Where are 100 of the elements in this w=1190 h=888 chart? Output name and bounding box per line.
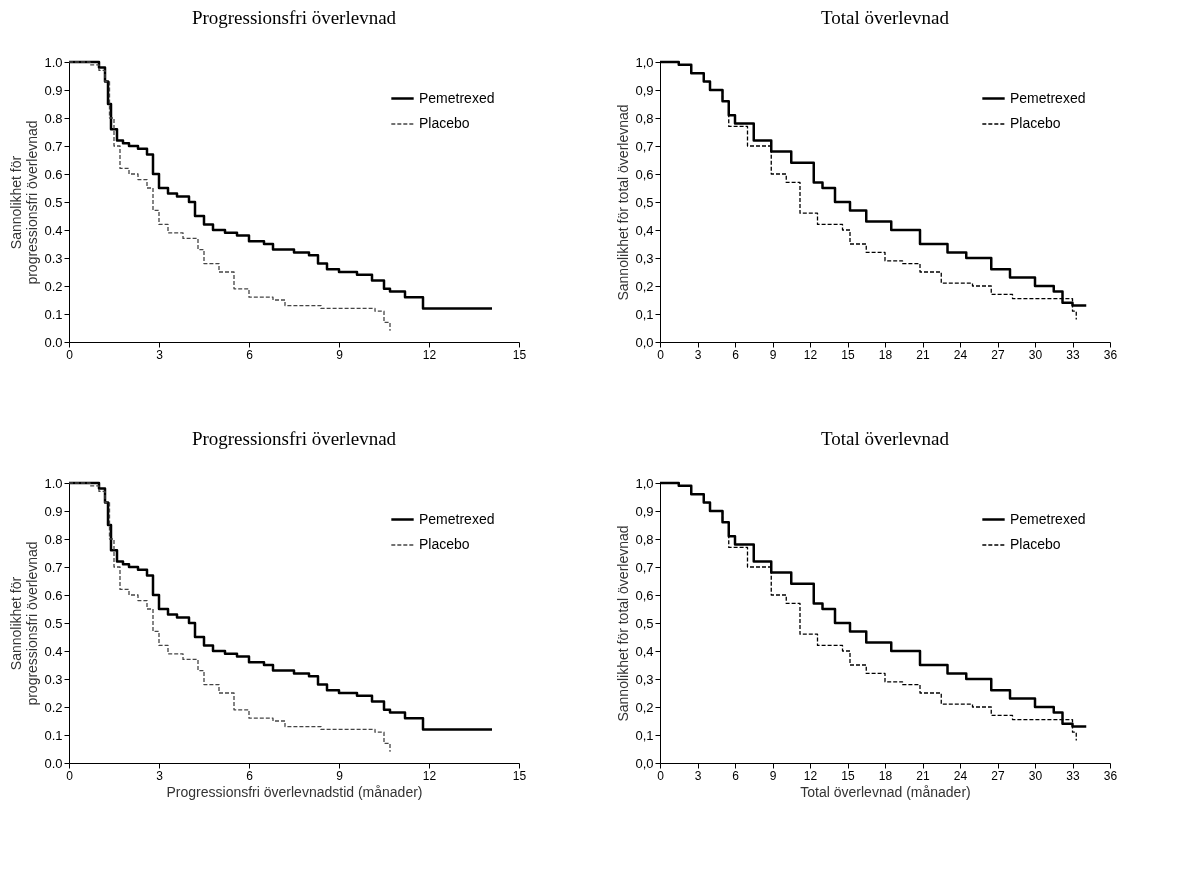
x-tick-label: 30: [1028, 768, 1043, 783]
y-tick-label: 0.0: [44, 755, 63, 771]
y-tick-label: 0,4: [635, 222, 654, 238]
y-tick-label: 0,6: [635, 166, 654, 182]
x-tick-label: 15: [841, 768, 855, 783]
x-tick-label: 18: [878, 347, 893, 362]
y-tick-label: 0.9: [44, 503, 63, 519]
y-tick-label: 0,3: [635, 250, 654, 266]
y-tick-label: 0,3: [635, 671, 654, 687]
y-tick-label: 0.6: [44, 587, 63, 603]
x-tick-label: 33: [1066, 768, 1080, 783]
y-tick-label: 0,0: [635, 755, 654, 771]
y-tick-label: 0.8: [44, 531, 63, 547]
x-tick-label: 27: [991, 768, 1005, 783]
x-tick-label: 15: [841, 347, 855, 362]
legend-label: Placebo: [419, 536, 470, 552]
x-tick-label: 3: [694, 768, 702, 783]
y-axis-title: Sannolikhet för progressionsfri överlevnad: [8, 541, 41, 706]
y-tick-label: 0.0: [44, 334, 63, 350]
y-axis-title: Sannolikhet för total överlevnad: [615, 104, 632, 301]
y-tick-label: 0.1: [44, 727, 63, 743]
y-tick-label: 0.9: [44, 82, 63, 98]
y-tick-label: 0.6: [44, 166, 63, 182]
y-tick-label: 0.4: [44, 643, 63, 659]
y-tick-label: 0,1: [635, 306, 654, 322]
y-tick-label: 1.0: [44, 54, 63, 70]
y-tick-label: 0,8: [635, 110, 654, 126]
chart-title: Progressionsfri överlevnad: [191, 7, 397, 28]
x-tick-label: 0: [657, 347, 665, 362]
y-tick-label: 0,8: [635, 531, 654, 547]
y-tick-label: 1,0: [635, 54, 654, 70]
legend-label: Placebo: [1010, 115, 1061, 131]
y-tick-label: 0.2: [44, 699, 63, 715]
x-tick-label: 15: [512, 768, 527, 783]
y-tick-label: 0.1: [44, 306, 63, 322]
y-tick-label: 0,7: [635, 559, 654, 575]
y-tick-label: 0,1: [635, 727, 654, 743]
x-axis-title: Total överlevnad (månader): [800, 783, 971, 800]
x-tick-label: 6: [246, 768, 254, 783]
chart-title: Total överlevnad: [821, 7, 950, 28]
x-tick-label: 6: [732, 347, 740, 362]
chart-title: Total överlevnad: [821, 428, 950, 449]
y-tick-label: 0.2: [44, 278, 63, 294]
x-tick-label: 18: [878, 768, 893, 783]
x-tick-label: 6: [732, 768, 740, 783]
chart-title: Progressionsfri överlevnad: [191, 428, 397, 449]
y-tick-label: 0.8: [44, 110, 63, 126]
x-tick-label: 12: [422, 347, 437, 362]
y-tick-label: 0.3: [44, 250, 63, 266]
y-tick-label: 0,9: [635, 503, 654, 519]
x-tick-label: 36: [1103, 768, 1118, 783]
y-tick-label: 1,0: [635, 475, 654, 491]
y-tick-label: 0,0: [635, 334, 654, 350]
x-tick-label: 0: [66, 347, 74, 362]
y-axis-title: Sannolikhet för progressionsfri överlevnad: [8, 120, 41, 285]
y-tick-label: 0,9: [635, 82, 654, 98]
y-tick-label: 0,5: [635, 615, 654, 631]
legend-label: Pemetrexed: [1010, 89, 1086, 106]
y-tick-label: 0.7: [44, 138, 63, 154]
x-tick-label: 12: [422, 768, 437, 783]
y-tick-label: 0,5: [635, 194, 654, 210]
x-tick-label: 9: [336, 347, 344, 362]
legend-label: Placebo: [419, 115, 470, 131]
x-tick-label: 3: [156, 768, 164, 783]
x-tick-label: 12: [803, 768, 818, 783]
x-tick-label: 21: [916, 347, 930, 362]
x-tick-label: 30: [1028, 347, 1043, 362]
x-tick-label: 6: [246, 347, 254, 362]
x-tick-label: 9: [336, 768, 344, 783]
legend-label: Pemetrexed: [419, 510, 495, 527]
x-tick-label: 9: [769, 347, 777, 362]
y-tick-label: 0.5: [44, 194, 63, 210]
y-tick-label: 1.0: [44, 475, 63, 491]
x-tick-label: 0: [66, 768, 74, 783]
x-tick-label: 3: [694, 347, 702, 362]
y-tick-label: 0.5: [44, 615, 63, 631]
x-tick-label: 27: [991, 347, 1005, 362]
x-tick-label: 9: [769, 768, 777, 783]
y-tick-label: 0.4: [44, 222, 63, 238]
legend-label: Pemetrexed: [1010, 510, 1086, 527]
y-tick-label: 0,6: [635, 587, 654, 603]
x-tick-label: 24: [953, 768, 968, 783]
x-tick-label: 21: [916, 768, 930, 783]
legend-label: Pemetrexed: [419, 89, 495, 106]
legend-label: Placebo: [1010, 536, 1061, 552]
x-tick-label: 24: [953, 347, 968, 362]
y-tick-label: 0.3: [44, 671, 63, 687]
y-tick-label: 0.7: [44, 559, 63, 575]
y-tick-label: 0,2: [635, 278, 654, 294]
y-tick-label: 0,2: [635, 699, 654, 715]
y-tick-label: 0,7: [635, 138, 654, 154]
x-axis-title: Progressionsfri överlevnadstid (månader): [166, 783, 423, 800]
y-axis-title: Sannolikhet för total överlevnad: [615, 525, 632, 722]
x-tick-label: 3: [156, 347, 164, 362]
y-tick-label: 0,4: [635, 643, 654, 659]
x-tick-label: 15: [512, 347, 527, 362]
x-tick-label: 0: [657, 768, 665, 783]
x-tick-label: 12: [803, 347, 818, 362]
x-tick-label: 36: [1103, 347, 1118, 362]
x-tick-label: 33: [1066, 347, 1080, 362]
